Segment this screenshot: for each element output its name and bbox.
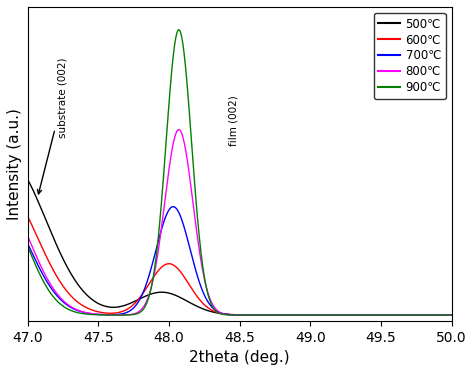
Text: substrate (002): substrate (002): [37, 58, 68, 194]
Text: film (002): film (002): [228, 96, 238, 147]
X-axis label: 2theta (deg.): 2theta (deg.): [189, 350, 290, 365]
Y-axis label: Intensity (a.u.): Intensity (a.u.): [7, 108, 22, 220]
Legend: 500℃, 600℃, 700℃, 800℃, 900℃: 500℃, 600℃, 700℃, 800℃, 900℃: [374, 13, 446, 99]
